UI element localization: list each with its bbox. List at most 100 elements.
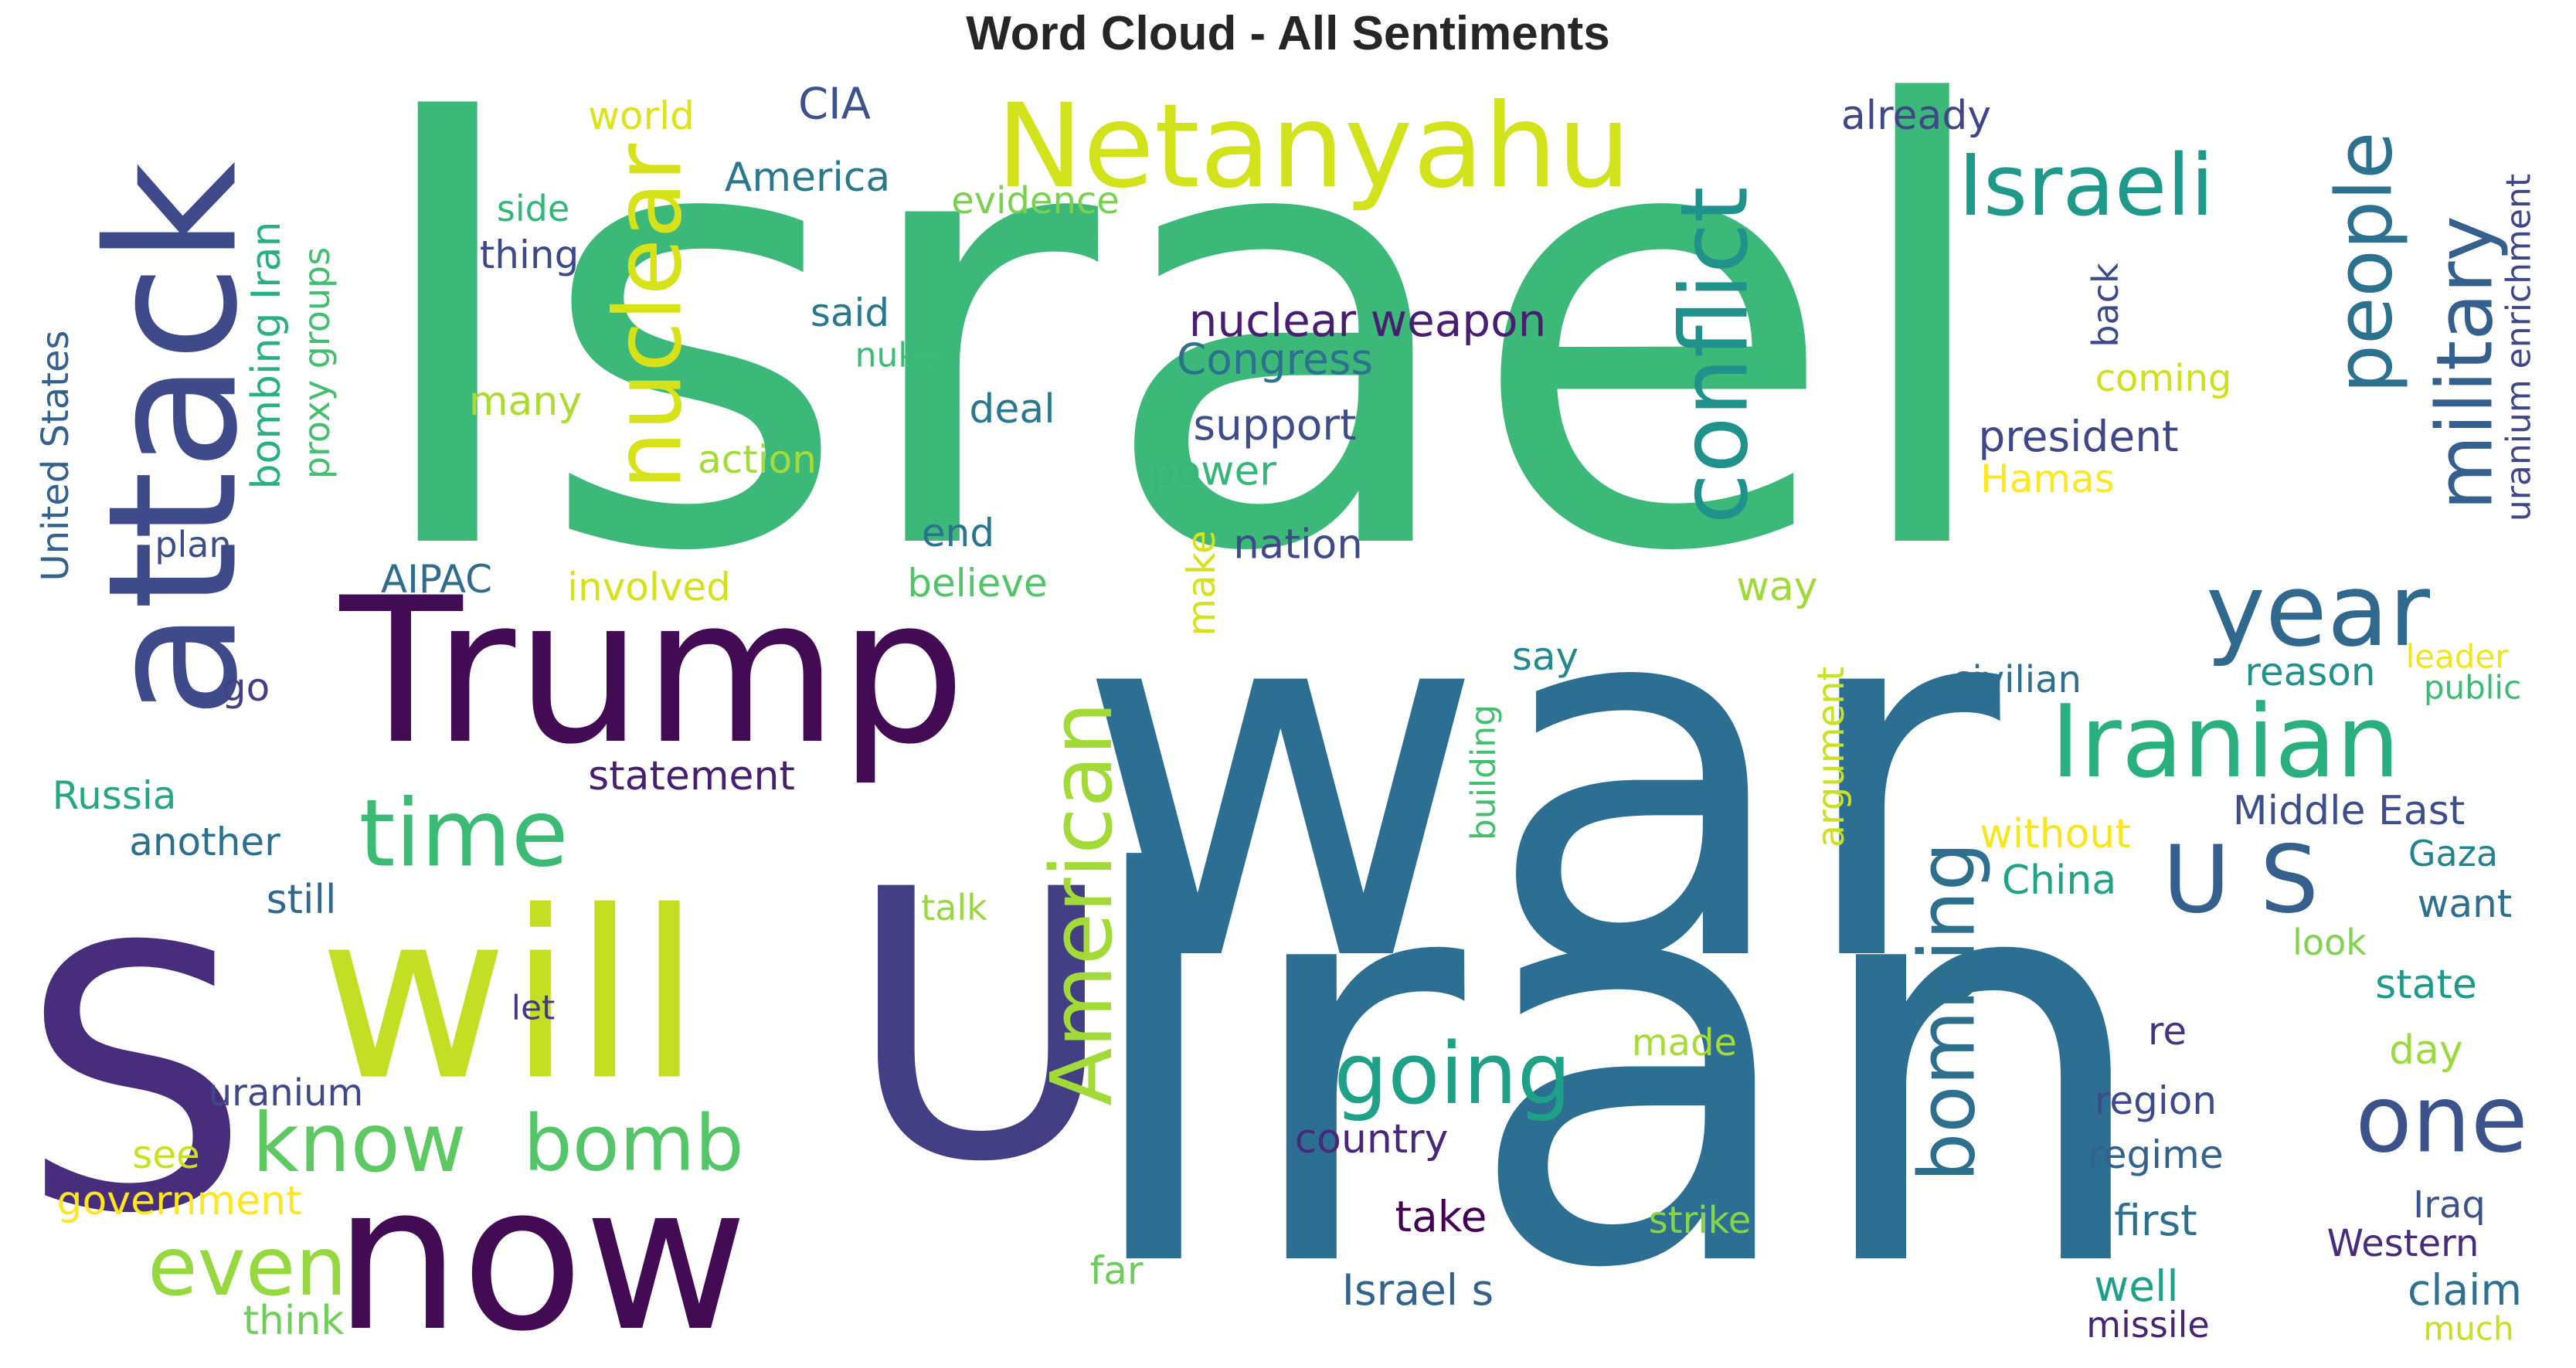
word-back: back [2085, 263, 2126, 348]
word-military: military [2420, 216, 2510, 511]
word-cia: CIA [798, 80, 871, 130]
word-building: building [1464, 704, 1504, 840]
word-civilian: civilian [1952, 658, 2082, 701]
word-attack: attack [71, 161, 277, 719]
word-said: said [811, 290, 889, 335]
word-believe: believe [907, 561, 1047, 606]
word-gaza: Gaza [2408, 833, 2498, 874]
word-iranian: Iranian [2051, 683, 2400, 800]
word-president: president [1978, 412, 2178, 461]
word-thing: thing [480, 233, 579, 277]
word-year: year [2206, 552, 2431, 669]
word-world: world [588, 93, 695, 138]
word-without: without [1980, 811, 2130, 857]
word-state: state [2375, 962, 2477, 1008]
word-israel-s: Israel s [1342, 1265, 1494, 1315]
word-involved: involved [567, 565, 731, 609]
word-know: know [252, 1096, 466, 1190]
word-way: way [1736, 564, 1817, 610]
word-proxy-groups: proxy groups [296, 247, 338, 479]
word-trump: Trump [337, 555, 967, 789]
word-say: say [1512, 634, 1579, 679]
word-america: America [725, 154, 891, 201]
word-s: S [20, 871, 250, 1293]
word-israeli: Israeli [1958, 136, 2214, 235]
word-still: still [267, 877, 337, 923]
figure-title: Word Cloud - All Sentiments [966, 7, 1610, 60]
word-aipac: AIPAC [381, 557, 492, 602]
word-coming: coming [2095, 357, 2232, 400]
word-claim: claim [2408, 1265, 2522, 1315]
word-deal: deal [969, 386, 1055, 433]
word-time: time [359, 781, 568, 888]
word-leader: leader [2405, 638, 2509, 676]
word-congress: Congress [1177, 334, 1373, 384]
word-western: Western [2327, 1222, 2479, 1265]
word-will: will [318, 862, 701, 1132]
word-action: action [698, 437, 817, 482]
word-bombing-iran: bombing Iran [243, 222, 290, 490]
word-argument: argument [1810, 667, 1853, 848]
word-reason: reason [2245, 650, 2375, 694]
word-uranium-enrichment: uranium enrichment [2500, 174, 2539, 521]
word-iraq: Iraq [2413, 1183, 2486, 1227]
word-country: country [1295, 1116, 1449, 1163]
word-power: power [1150, 448, 1276, 495]
word-region: region [2095, 1078, 2217, 1123]
word-side: side [497, 188, 569, 229]
word-missile: missile [2086, 1304, 2209, 1346]
word-see: see [132, 1132, 200, 1177]
word-uranium: uranium [209, 1071, 364, 1115]
word-hamas: Hamas [1980, 457, 2115, 501]
word-united-states: United States [34, 330, 77, 581]
word-think: think [243, 1298, 345, 1344]
word-middle-east: Middle East [2233, 788, 2466, 834]
word-regime: regime [2088, 1132, 2223, 1177]
word-go: go [222, 665, 270, 710]
word-made: made [1632, 1021, 1737, 1064]
word-conflict: conflict [1662, 186, 1769, 524]
word-let: let [511, 989, 556, 1028]
word-netanyahu: Netanyahu [996, 80, 1630, 214]
word-war: war [1075, 488, 2005, 1072]
word-nation: nation [1233, 521, 1363, 569]
word-russia: Russia [53, 773, 177, 818]
word-israel: Israel [359, 0, 2006, 683]
word-well: well [2094, 1261, 2178, 1311]
word-evidence: evidence [951, 179, 1120, 222]
word-talk: talk [921, 887, 987, 928]
word-plan: plan [155, 524, 231, 565]
word-now: now [334, 1142, 749, 1368]
word-first: first [2114, 1196, 2197, 1245]
word-look: look [2292, 922, 2367, 963]
word-one: one [2355, 1067, 2527, 1174]
word-public: public [2424, 669, 2521, 707]
word-going: going [1334, 1024, 1571, 1123]
word-nuclear-weapon: nuclear weapon [1189, 294, 1547, 347]
word-re: re [2148, 1009, 2187, 1054]
word-want: want [2418, 881, 2513, 926]
word-far: far [1090, 1248, 1144, 1293]
word-bomb: bomb [523, 1098, 744, 1189]
word-take: take [1395, 1192, 1487, 1241]
word-nuclear: nuclear [596, 143, 703, 490]
word-u: U [845, 812, 1116, 1244]
word-iran: Iran [1072, 742, 2158, 1368]
word-even: even [148, 1220, 347, 1314]
word-statement: statement [588, 753, 795, 799]
word-another: another [129, 820, 280, 864]
word-people: people [2319, 132, 2410, 394]
word-already: already [1841, 93, 1991, 139]
word-u-s: U S [2163, 827, 2319, 935]
word-many: many [469, 378, 582, 425]
word-china: China [2002, 857, 2117, 904]
word-end: end [922, 511, 994, 555]
word-make: make [1179, 530, 1224, 636]
word-day: day [2389, 1027, 2463, 1074]
word-support: support [1193, 400, 1356, 450]
word-government: government [56, 1178, 301, 1224]
word-much: much [2423, 1310, 2513, 1348]
word-nuke: nuke [855, 336, 938, 375]
word-strike: strike [1649, 1199, 1752, 1242]
